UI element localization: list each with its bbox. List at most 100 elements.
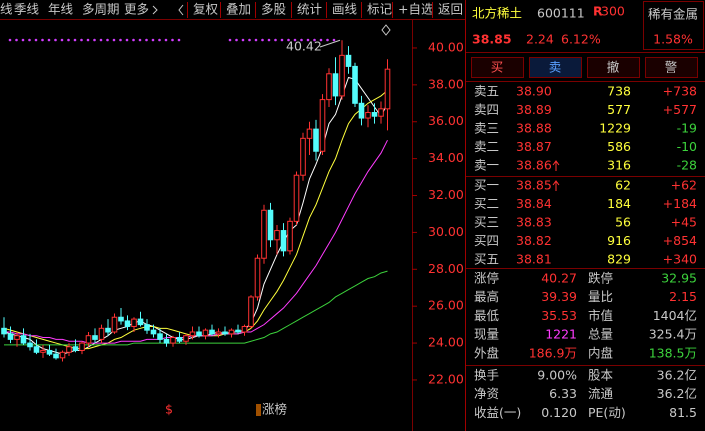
stat-label: 净资	[474, 386, 499, 401]
toolbar-button[interactable]: 标记	[367, 2, 393, 17]
candle-body	[105, 327, 111, 333]
stat-label: 涨停	[474, 271, 499, 286]
book-label: 卖四	[474, 102, 499, 117]
toolbar-button[interactable]: 返回	[438, 2, 463, 17]
candle-body	[202, 329, 209, 337]
book-delta: -28	[677, 158, 697, 173]
high-label: 40.42	[286, 39, 322, 54]
toolbar-button[interactable]: 多周期	[82, 2, 120, 17]
y-tick-label: 28.00	[428, 261, 464, 276]
candle-body	[235, 329, 241, 333]
toolbar-button[interactable]: 更多	[124, 2, 149, 17]
signal-dot	[254, 38, 258, 42]
signal-dot	[67, 38, 70, 42]
book-price: 38.81	[516, 252, 552, 267]
book-label: 卖三	[474, 121, 499, 136]
y-tick-label: 30.00	[428, 224, 464, 239]
stat-label: 流通	[588, 386, 614, 401]
stat-value: 1404亿	[653, 308, 697, 323]
book-price: 38.84	[516, 196, 552, 211]
candle-body	[137, 318, 144, 326]
stat-value: 325.4万	[649, 327, 697, 342]
candle-body	[358, 102, 365, 119]
candle-body	[59, 351, 66, 359]
y-tick-label: 36.00	[428, 113, 464, 128]
candle-body	[326, 73, 332, 101]
toolbar-button[interactable]: 季线	[14, 2, 40, 17]
signal-dot	[319, 38, 323, 42]
candle-body	[157, 333, 163, 340]
toolbar-button[interactable]: 多股	[261, 2, 287, 17]
book-label: 买三	[474, 215, 499, 230]
stat-label: PE(动)	[588, 405, 626, 420]
stat-value: 40.27	[541, 271, 577, 286]
signal-dot	[8, 38, 12, 42]
book-delta: -10	[677, 139, 697, 154]
stat-label: 换手	[474, 368, 499, 383]
candle-body	[7, 333, 14, 340]
candle-body	[72, 346, 79, 351]
moving-average	[4, 270, 388, 346]
signal-dot	[332, 38, 336, 42]
signal-dot	[171, 38, 174, 42]
trade-button-label[interactable]: 警	[665, 60, 678, 75]
moving-average	[4, 139, 388, 344]
diamond-icon	[381, 24, 391, 36]
candle-body	[111, 316, 118, 333]
signal-dot	[80, 38, 83, 42]
signal-dot	[158, 38, 161, 42]
book-label: 卖五	[474, 84, 499, 99]
candle-body	[183, 335, 189, 342]
toolbar-button[interactable]: 统计	[297, 2, 322, 17]
candle-body	[144, 324, 150, 331]
toolbar-button[interactable]: +自选	[398, 2, 434, 17]
stat-value: 35.53	[541, 308, 577, 323]
toolbar-button[interactable]: 复权	[193, 2, 219, 17]
signal-dot	[21, 38, 25, 42]
signal-dot	[132, 38, 135, 42]
sector-box[interactable]	[643, 1, 704, 50]
book-delta: +340	[663, 252, 697, 267]
toolbar-button[interactable]: 画线	[332, 2, 358, 17]
signal-dot	[313, 38, 316, 42]
stat-label: 跌停	[588, 271, 613, 286]
book-delta: +577	[663, 102, 697, 117]
trade-button-label[interactable]: 卖	[549, 60, 562, 75]
book-price: 38.89	[516, 102, 552, 117]
stat-value: 138.5万	[649, 345, 697, 360]
book-volume: 577	[607, 102, 631, 117]
trade-button[interactable]	[471, 57, 524, 78]
price-change: 2.24	[526, 32, 554, 47]
candle-body	[20, 335, 27, 344]
back-icon[interactable]	[178, 4, 184, 16]
trade-button[interactable]	[645, 57, 698, 78]
book-label: 买一	[474, 178, 499, 193]
toolbar-button[interactable]: 叠加	[226, 2, 251, 17]
event-marker: $	[165, 402, 173, 417]
stat-value: 2.15	[669, 289, 697, 304]
trade-button[interactable]	[587, 57, 640, 78]
book-volume: 62	[615, 178, 631, 193]
toolbar-button[interactable]: 线	[0, 2, 13, 17]
signal-dot	[306, 38, 310, 42]
candle-body	[332, 73, 339, 97]
signal-dot	[119, 38, 122, 42]
trade-button[interactable]	[529, 57, 582, 78]
trade-button-label[interactable]: 买	[491, 60, 504, 75]
y-tick-label: 24.00	[428, 335, 464, 350]
stock-name: 北方稀土	[472, 6, 522, 21]
signal-dot	[34, 38, 38, 42]
y-tick-label: 38.00	[428, 76, 464, 91]
signal-dot	[164, 38, 168, 42]
signal-dot	[326, 38, 329, 42]
trade-button-label[interactable]: 撤	[607, 60, 620, 75]
candle-body	[254, 257, 261, 298]
toolbar-button[interactable]: 年线	[48, 2, 74, 17]
candle-body	[352, 65, 358, 104]
book-price: 38.83	[516, 215, 552, 230]
signal-dot	[15, 38, 18, 42]
signal-dot	[73, 38, 77, 42]
stat-value: 0.120	[541, 405, 577, 420]
book-delta: +738	[663, 84, 697, 99]
signal-dot	[151, 38, 155, 42]
